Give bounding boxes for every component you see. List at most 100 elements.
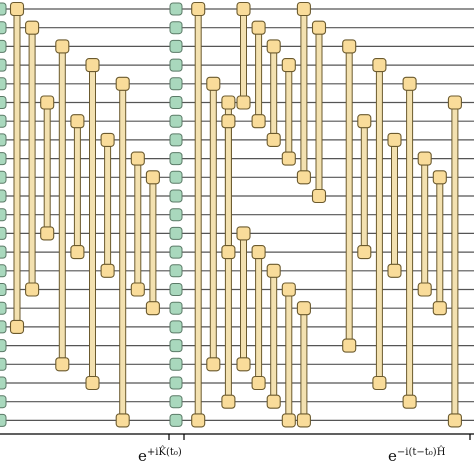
two-qubit-gate-box xyxy=(236,226,251,241)
two-qubit-gate-box xyxy=(296,1,311,17)
single-qubit-gate xyxy=(169,189,183,203)
single-qubit-gate xyxy=(169,96,183,109)
two-qubit-gate-box xyxy=(236,357,251,372)
gate-connector xyxy=(104,139,112,272)
two-qubit-gate-box xyxy=(387,132,402,147)
single-qubit-gate xyxy=(169,264,183,278)
gate-connector xyxy=(270,270,278,403)
two-qubit-gate-box xyxy=(191,413,206,428)
gate-connector xyxy=(270,45,278,141)
single-qubit-gate-layer xyxy=(0,2,183,427)
single-qubit-gate xyxy=(169,114,183,128)
gate-connector xyxy=(58,45,66,365)
gate-connector xyxy=(89,64,96,384)
gate-connector xyxy=(300,8,308,178)
single-qubit-gate xyxy=(169,301,183,315)
two-qubit-gate-box xyxy=(251,375,266,391)
single-qubit-gate xyxy=(169,376,183,390)
kick-operator-base: e xyxy=(138,447,147,465)
two-qubit-gate-box xyxy=(311,20,327,35)
two-qubit-gate-box xyxy=(296,301,311,316)
single-qubit-gate xyxy=(0,357,7,371)
evolution-operator-exponent: −i(t−t₀)Ĥ xyxy=(396,447,446,458)
two-qubit-gate-box xyxy=(85,375,100,391)
single-qubit-gate xyxy=(0,301,7,315)
two-qubit-gate-box xyxy=(100,263,115,278)
two-qubit-gate-box xyxy=(296,413,311,428)
two-qubit-gate-box xyxy=(402,76,417,91)
two-qubit-gate-box xyxy=(432,170,447,185)
single-qubit-gate xyxy=(169,208,183,222)
gate-connector xyxy=(240,232,247,365)
single-qubit-gate xyxy=(169,152,183,166)
two-qubit-gate-box xyxy=(417,151,432,166)
single-qubit-gate xyxy=(0,339,7,353)
gate-connector xyxy=(209,83,217,365)
kick-operator-exponent: +iK̂(t₀) xyxy=(146,447,182,458)
two-qubit-gate-box xyxy=(296,170,311,185)
gate-connector xyxy=(345,45,353,347)
two-qubit-gate-box xyxy=(130,282,145,297)
single-qubit-gate xyxy=(169,21,183,35)
single-qubit-gate xyxy=(0,133,7,147)
two-qubit-gate-box xyxy=(236,1,251,17)
single-qubit-gate xyxy=(169,283,183,296)
two-qubit-gate-box xyxy=(432,301,447,316)
single-qubit-gate xyxy=(0,264,7,278)
two-qubit-gate-box xyxy=(281,282,296,297)
time-axis xyxy=(0,433,474,440)
two-qubit-gate-box xyxy=(417,282,432,297)
two-qubit-gate-box xyxy=(342,338,357,353)
single-qubit-gate xyxy=(0,283,7,296)
gate-connector xyxy=(300,307,308,421)
gate-connector xyxy=(194,8,202,421)
two-qubit-gate-box xyxy=(145,170,160,185)
single-qubit-gate xyxy=(169,133,183,147)
single-qubit-gate xyxy=(169,245,183,259)
two-qubit-gate-box xyxy=(447,413,462,428)
single-qubit-gate xyxy=(0,96,7,109)
two-qubit-gate-box xyxy=(115,76,130,91)
evolution-operator-label: e−i(t−t₀)Ĥ xyxy=(388,447,445,465)
single-qubit-gate xyxy=(0,152,7,166)
single-qubit-gate xyxy=(169,77,183,91)
two-qubit-gate-box xyxy=(251,20,266,35)
single-qubit-gate xyxy=(169,357,183,371)
two-qubit-gate-box xyxy=(70,114,85,129)
two-qubit-gate-box xyxy=(281,413,296,428)
two-qubit-gate-box xyxy=(221,95,236,110)
two-qubit-gate-box xyxy=(221,394,236,409)
single-qubit-gate xyxy=(0,2,7,16)
gate-connector xyxy=(224,120,232,253)
two-qubit-gate-box xyxy=(372,58,387,73)
gate-connector xyxy=(13,8,21,328)
two-qubit-gate-box xyxy=(25,20,40,35)
gate-connector xyxy=(421,158,429,290)
single-qubit-gate xyxy=(169,413,183,427)
gate-connector xyxy=(451,102,459,421)
two-qubit-gate-box xyxy=(311,188,327,204)
single-qubit-gate xyxy=(0,189,7,203)
single-qubit-gate xyxy=(169,395,183,409)
two-qubit-gate-box xyxy=(40,226,55,241)
two-qubit-gate-box xyxy=(372,375,387,391)
single-qubit-gate xyxy=(0,58,7,72)
gate-connector xyxy=(255,27,263,122)
single-qubit-gate xyxy=(0,320,7,334)
two-qubit-gate-box xyxy=(100,132,115,147)
single-qubit-gate xyxy=(169,226,183,240)
single-qubit-gate xyxy=(0,170,7,184)
two-qubit-gate-box xyxy=(266,132,281,147)
two-qubit-gate-box xyxy=(266,39,281,54)
single-qubit-gate xyxy=(0,208,7,222)
single-qubit-gate xyxy=(0,245,7,259)
two-qubit-gate-box xyxy=(447,95,462,110)
two-qubit-gate-box xyxy=(191,1,206,17)
single-qubit-gate xyxy=(0,77,7,91)
two-qubit-gate-box xyxy=(387,263,402,278)
single-qubit-gate xyxy=(0,376,7,390)
two-qubit-gate-box xyxy=(9,1,25,17)
gate-connector xyxy=(134,158,142,290)
gate-connector xyxy=(436,176,444,309)
